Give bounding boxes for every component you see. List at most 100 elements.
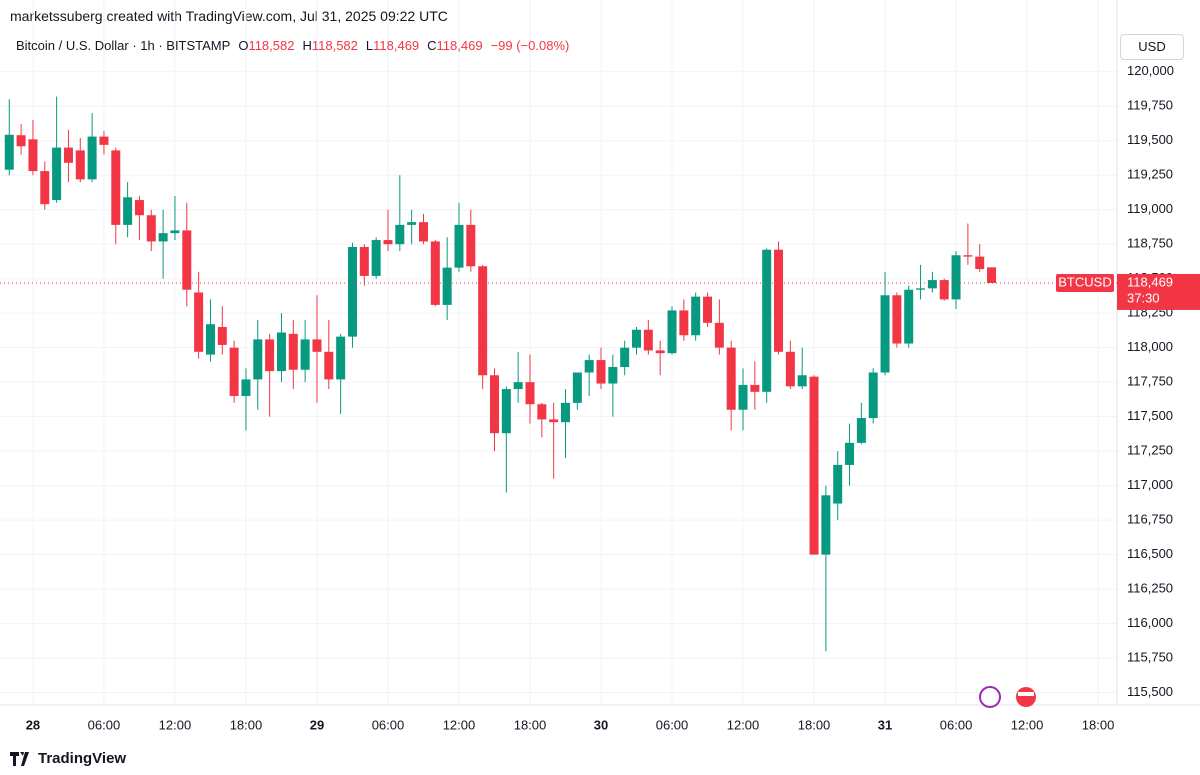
change: −99 (−0.08%): [490, 38, 570, 53]
candle-body: [442, 267, 452, 305]
candle-body: [418, 222, 428, 242]
y-tick-label: 117,250: [1127, 443, 1173, 458]
candle-body: [359, 246, 369, 276]
candle-body: [987, 267, 997, 283]
symbol: Bitcoin / U.S. Dollar · 1h · BITSTAMP: [16, 38, 231, 53]
y-tick-label: 116,250: [1127, 581, 1173, 596]
y-tick-label: 117,500: [1127, 408, 1173, 423]
ohlc-value: 118,469: [373, 38, 420, 53]
candle-body: [655, 350, 665, 354]
candle-body: [489, 375, 499, 434]
candle-body: [111, 150, 121, 225]
candle-body: [975, 256, 985, 270]
candle-body: [347, 246, 357, 337]
candle-body: [916, 288, 926, 290]
candle-body: [276, 332, 286, 372]
candle-body: [904, 289, 914, 344]
candle-body: [16, 135, 26, 147]
candle-body: [466, 224, 476, 267]
candle-body: [703, 296, 713, 323]
candle-body: [146, 215, 156, 242]
x-tick-label: 06:00: [372, 717, 405, 732]
candle-body: [324, 351, 334, 380]
candle-body: [52, 147, 62, 201]
y-tick-label: 116,500: [1127, 546, 1173, 561]
x-tick-label: 29: [310, 717, 324, 732]
candle-body: [28, 139, 38, 172]
currency-button[interactable]: USD: [1120, 34, 1184, 60]
candle-body: [691, 296, 701, 336]
candle-body: [99, 136, 109, 145]
candle-body: [300, 339, 310, 370]
candle-body: [194, 292, 204, 352]
price-label: 118,469: [1127, 274, 1173, 289]
ohlc-value: 118,582: [311, 38, 358, 53]
x-tick-label: 06:00: [656, 717, 689, 732]
x-tick-label: 30: [594, 717, 608, 732]
candle-body: [868, 372, 878, 419]
y-tick-label: 119,500: [1127, 132, 1173, 147]
candle-body: [170, 230, 180, 234]
candle-body: [679, 310, 689, 336]
candle-body: [312, 339, 322, 352]
legend: Bitcoin / U.S. Dollar · 1h · BITSTAMP O11…: [16, 38, 577, 53]
candle-body: [182, 230, 192, 290]
candle-body: [714, 322, 724, 348]
y-tick-label: 117,000: [1127, 477, 1173, 492]
x-tick-label: 12:00: [443, 717, 476, 732]
candle-body: [253, 339, 263, 380]
candle-body: [726, 347, 736, 410]
candle-body: [383, 240, 393, 245]
candle-body: [821, 495, 831, 555]
candle-body: [632, 329, 642, 348]
candle-body: [241, 379, 251, 396]
y-tick-label: 117,750: [1127, 374, 1173, 389]
y-tick-label: 115,750: [1127, 650, 1173, 665]
candle-body: [513, 382, 523, 390]
ohlc-value: 118,582: [248, 38, 295, 53]
icon: [1016, 687, 1036, 707]
candle-body: [797, 375, 807, 387]
candle-body: [892, 295, 902, 344]
y-tick-label: 120,000: [1127, 63, 1174, 78]
candle-body: [4, 134, 14, 170]
candle-body: [87, 136, 97, 180]
icon: [1018, 692, 1034, 696]
x-tick-label: 06:00: [940, 717, 973, 732]
countdown-label: 37:30: [1127, 290, 1160, 305]
x-tick-label: 18:00: [230, 717, 263, 732]
candle-body: [478, 266, 488, 376]
y-tick-label: 115,500: [1127, 684, 1173, 699]
candle-body: [833, 464, 843, 504]
candle-body: [40, 171, 50, 205]
candle-body: [501, 389, 511, 434]
candle-body: [158, 233, 168, 242]
symbol-label: BTCUSD: [1058, 274, 1111, 289]
candle-body: [750, 384, 760, 392]
candle-body: [856, 418, 866, 443]
x-tick-label: 28: [26, 717, 40, 732]
candle-body: [939, 280, 949, 300]
x-tick-label: 31: [878, 717, 892, 732]
y-tick-label: 116,750: [1127, 512, 1173, 527]
y-tick-label: 119,750: [1127, 98, 1173, 113]
brand: TradingView: [38, 750, 127, 767]
price-tag: [1117, 273, 1200, 310]
candle-body: [880, 295, 890, 373]
y-tick-label: 118,000: [1127, 339, 1173, 354]
candle-body: [774, 249, 784, 352]
candle-body: [845, 442, 855, 465]
candle-body: [229, 347, 239, 396]
candle-body: [620, 347, 630, 367]
candle-body: [785, 351, 795, 387]
x-tick-label: 12:00: [159, 717, 192, 732]
ohlc-key: H: [302, 38, 312, 53]
candle-body: [608, 366, 618, 384]
candle-body: [288, 333, 298, 370]
candle-body: [951, 255, 961, 300]
x-tick-label: 18:00: [1082, 717, 1115, 732]
candle-body: [738, 384, 748, 410]
candle-body: [572, 372, 582, 403]
candle-body: [217, 326, 227, 345]
